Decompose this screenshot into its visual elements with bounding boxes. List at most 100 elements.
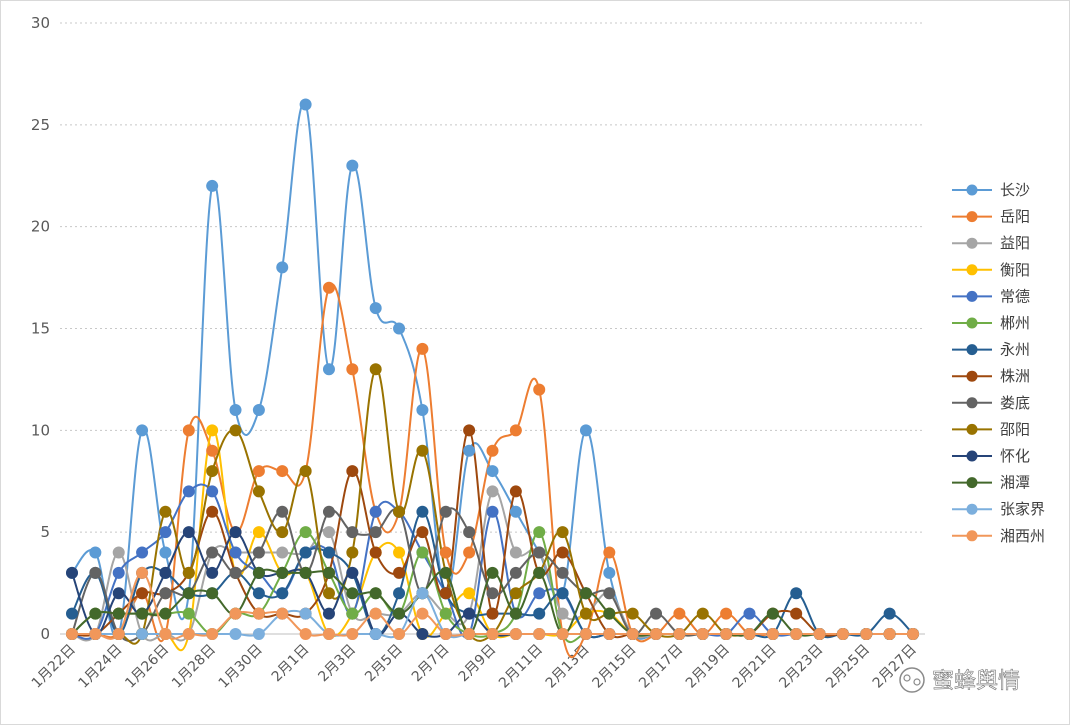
x-tick-label: 1月24日 [76,642,126,692]
data-point [276,465,289,478]
data-point [416,628,429,640]
data-point [509,628,522,640]
data-point [252,587,265,600]
data-point [322,363,335,376]
data-point [393,587,406,600]
data-point [276,261,289,274]
data-point [206,566,219,579]
data-point [860,628,873,640]
data-point [322,566,335,579]
data-point [439,587,452,600]
watermark-text: 蜜蜂舆情 [932,669,1020,694]
y-tick-label: 25 [31,116,50,134]
data-point [159,587,172,600]
legend-item: 益阳 [952,234,1030,252]
legend-label: 娄底 [1000,394,1030,412]
data-point [112,628,125,640]
data-point [346,159,359,172]
data-point [299,607,312,620]
data-point [579,424,592,437]
x-tick-label: 1月22日 [29,642,79,692]
legend-marker [966,423,978,435]
data-point [369,587,382,600]
data-point [136,587,149,600]
legend-label: 怀化 [1000,447,1030,465]
legend-label: 湘潭 [1000,474,1030,492]
legend-marker [966,503,978,515]
data-point [322,587,335,600]
data-point [346,628,359,640]
data-point [159,566,172,579]
data-point [393,566,406,579]
legend-label: 郴州 [1000,314,1030,332]
data-point [136,566,149,579]
legend-label: 湘西州 [1000,527,1045,545]
data-point [252,607,265,620]
data-point [182,628,195,640]
data-point [66,628,78,640]
legend-item: 怀化 [952,447,1030,465]
data-point [159,505,172,518]
data-point [112,607,125,620]
x-tick-label: 2月17日 [636,642,686,692]
data-point [813,628,826,640]
data-point [416,526,429,539]
data-point [790,628,803,640]
data-point [182,526,195,539]
data-point [89,566,102,579]
y-tick-label: 0 [40,625,50,643]
data-point [346,566,359,579]
data-point [369,628,382,640]
data-point [206,179,219,192]
legend-marker [966,450,978,462]
data-point [486,465,499,478]
data-point [650,628,663,640]
data-point [556,566,569,579]
data-point [346,363,359,376]
data-point [486,587,499,600]
legend-marker [966,317,978,329]
data-point [299,566,312,579]
data-point [766,607,779,620]
data-point [509,485,522,498]
data-point [579,587,592,600]
data-point [416,546,429,559]
data-point [346,465,359,478]
legend-marker [966,184,978,196]
data-point [509,587,522,600]
data-point [369,526,382,539]
data-point [696,628,709,640]
data-point [486,444,499,457]
data-point [136,607,149,620]
data-point [790,587,803,600]
data-point [696,607,709,620]
data-point [509,424,522,437]
data-point [252,465,265,478]
data-point [159,546,172,559]
x-tick-label: 2月15日 [589,642,639,692]
legend-marker [966,530,978,542]
legend-item: 衡阳 [952,261,1030,279]
data-point [556,628,569,640]
data-point [182,424,195,437]
data-point [556,546,569,559]
data-point [556,526,569,539]
data-point [743,607,756,620]
data-point [533,383,546,396]
y-axis-ticks: 0 5 10 15 20 25 30 [31,14,50,643]
data-point [206,587,219,600]
data-point [439,546,452,559]
legend-marker [966,397,978,409]
data-point [182,607,195,620]
data-point [322,628,335,640]
data-point [883,607,896,620]
data-point [276,505,289,518]
data-point [533,546,546,559]
data-point [509,505,522,518]
data-point [182,587,195,600]
data-point [299,546,312,559]
legend-item: 岳阳 [952,208,1030,226]
data-point [439,505,452,518]
data-point [346,546,359,559]
